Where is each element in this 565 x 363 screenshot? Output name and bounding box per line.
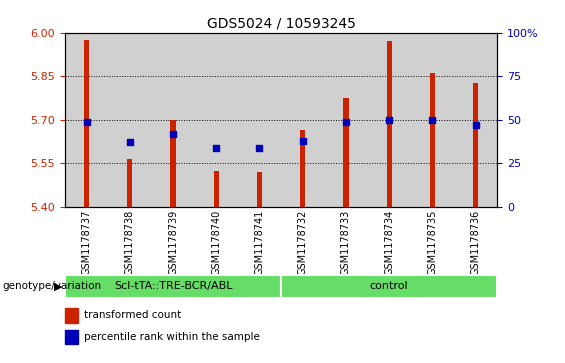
Bar — [454, 33, 497, 207]
Text: ▶: ▶ — [54, 281, 62, 291]
Bar — [65, 275, 281, 298]
Point — [168, 131, 177, 136]
Text: genotype/variation: genotype/variation — [3, 281, 102, 291]
Bar — [151, 33, 194, 207]
Bar — [238, 33, 281, 207]
Bar — [300, 130, 305, 207]
Bar — [65, 330, 78, 344]
Title: GDS5024 / 10593245: GDS5024 / 10593245 — [207, 16, 355, 30]
Bar — [324, 33, 368, 207]
Text: Scl-tTA::TRE-BCR/ABL: Scl-tTA::TRE-BCR/ABL — [114, 281, 232, 291]
Bar — [367, 33, 411, 207]
Point — [428, 117, 437, 123]
Bar — [281, 33, 324, 207]
Point — [298, 138, 307, 144]
Bar — [386, 41, 392, 207]
Point — [125, 139, 134, 145]
Bar — [257, 172, 262, 207]
Bar — [344, 98, 349, 207]
Bar — [127, 159, 132, 207]
Bar — [194, 33, 238, 207]
Point — [341, 119, 350, 125]
Text: control: control — [370, 281, 408, 291]
Bar — [108, 33, 151, 207]
Point — [471, 122, 480, 128]
Point — [385, 117, 394, 123]
Bar — [65, 308, 78, 322]
Text: percentile rank within the sample: percentile rank within the sample — [84, 332, 260, 342]
Bar — [214, 171, 219, 207]
Bar — [84, 40, 89, 207]
Bar — [473, 83, 478, 207]
Bar — [171, 120, 176, 207]
Bar — [65, 33, 108, 207]
Point — [255, 145, 264, 151]
Point — [82, 119, 91, 125]
Point — [212, 145, 221, 151]
Bar — [281, 275, 497, 298]
Bar — [411, 33, 454, 207]
Bar — [430, 73, 435, 207]
Text: transformed count: transformed count — [84, 310, 182, 321]
